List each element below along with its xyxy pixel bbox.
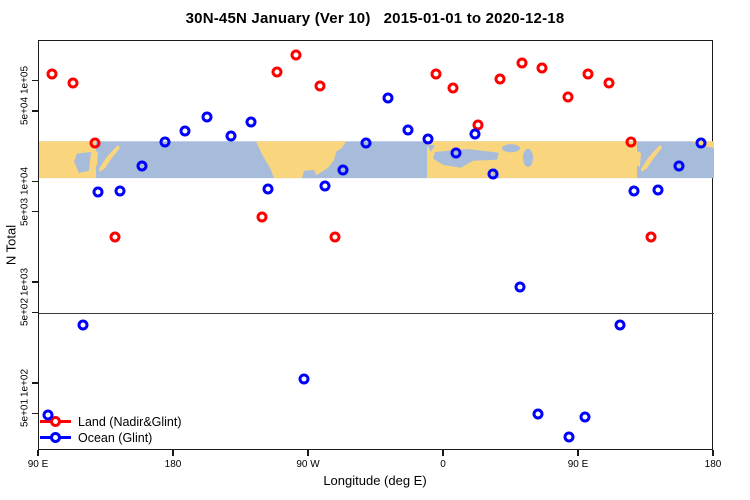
ocean-legend-symbol-icon bbox=[40, 432, 71, 443]
data-point-ocean bbox=[92, 186, 104, 198]
y-tick-mark bbox=[32, 412, 38, 414]
data-point-ocean bbox=[382, 92, 394, 104]
data-point-ocean bbox=[319, 180, 331, 192]
y-tick-label: 1e+05 bbox=[19, 66, 31, 95]
x-tick-mark bbox=[442, 450, 444, 456]
legend-label-land: Land (Nadir&Glint) bbox=[78, 414, 182, 429]
data-point-ocean bbox=[77, 319, 89, 331]
y-tick-mark bbox=[32, 180, 38, 183]
x-tick-mark bbox=[712, 450, 714, 456]
plot-area: Land (Nadir&Glint) Ocean (Glint) bbox=[38, 40, 714, 450]
data-point-land bbox=[314, 80, 326, 92]
x-tick-mark bbox=[577, 450, 579, 456]
data-point-land bbox=[494, 73, 506, 85]
y-tick-label: 1e+02 bbox=[19, 368, 31, 397]
data-point-land bbox=[271, 66, 283, 78]
data-point-land bbox=[562, 91, 574, 103]
x-tick-label: 90 E bbox=[567, 459, 589, 470]
y-tick-label: 5e+01 bbox=[19, 399, 31, 428]
data-point-ocean bbox=[673, 160, 685, 172]
data-point-ocean bbox=[450, 147, 462, 159]
y-tick-label: 5e+03 bbox=[19, 197, 31, 226]
y-tick-mark bbox=[32, 382, 38, 384]
data-point-ocean bbox=[628, 185, 640, 197]
legend: Land (Nadir&Glint) Ocean (Glint) bbox=[40, 414, 182, 445]
data-point-ocean bbox=[360, 137, 372, 149]
data-point-ocean bbox=[201, 111, 213, 123]
data-point-land bbox=[256, 211, 268, 223]
data-point-ocean bbox=[159, 136, 171, 148]
data-point-land bbox=[603, 77, 615, 89]
data-point-ocean bbox=[532, 408, 544, 420]
data-point-ocean bbox=[469, 128, 481, 140]
x-tick-label: 0 bbox=[440, 459, 446, 470]
world-map-band bbox=[39, 141, 714, 179]
data-point-ocean bbox=[614, 319, 626, 331]
chart-title: 30N-45N January (Ver 10) 2015-01-01 to 2… bbox=[185, 10, 565, 27]
data-point-land bbox=[109, 231, 121, 243]
x-tick-mark bbox=[37, 450, 39, 456]
data-point-ocean bbox=[262, 183, 274, 195]
data-point-ocean bbox=[487, 168, 499, 180]
data-point-ocean bbox=[695, 137, 707, 149]
data-point-land bbox=[516, 57, 528, 69]
data-point-land bbox=[447, 82, 459, 94]
data-point-ocean bbox=[422, 133, 434, 145]
y-axis-label: N Total bbox=[3, 224, 19, 266]
land-legend-symbol-icon bbox=[40, 416, 71, 427]
x-tick-label: 90 W bbox=[296, 459, 320, 470]
data-point-land bbox=[536, 62, 548, 74]
data-point-land bbox=[67, 77, 79, 89]
data-point-ocean bbox=[337, 164, 349, 176]
data-point-land bbox=[582, 68, 594, 80]
data-point-land bbox=[46, 68, 58, 80]
x-tick-label: 180 bbox=[704, 459, 722, 470]
y-tick-label: 5e+02 bbox=[19, 298, 31, 327]
y-tick-mark bbox=[32, 110, 38, 112]
data-point-ocean bbox=[652, 184, 664, 196]
data-point-land bbox=[430, 68, 442, 80]
data-point-ocean bbox=[402, 124, 414, 136]
x-axis-label: Longitude (deg E) bbox=[323, 473, 427, 488]
y-tick-mark bbox=[32, 210, 38, 213]
data-point-ocean bbox=[298, 373, 310, 385]
data-point-ocean bbox=[245, 116, 257, 128]
data-point-land bbox=[645, 231, 657, 243]
data-point-ocean bbox=[514, 281, 526, 293]
y-tick-mark bbox=[32, 79, 38, 82]
data-point-land bbox=[290, 49, 302, 61]
y-tick-mark bbox=[32, 311, 38, 314]
reference-line bbox=[39, 312, 714, 315]
data-point-ocean bbox=[136, 160, 148, 172]
y-tick-mark bbox=[32, 281, 38, 283]
data-point-ocean bbox=[579, 411, 591, 423]
data-point-ocean bbox=[114, 185, 126, 197]
y-tick-label: 1e+03 bbox=[19, 268, 31, 297]
data-point-ocean bbox=[225, 130, 237, 142]
y-tick-label: 5e+04 bbox=[19, 96, 31, 125]
data-point-land bbox=[329, 231, 341, 243]
legend-entry-land: Land (Nadir&Glint) bbox=[40, 414, 182, 429]
data-point-land bbox=[625, 136, 637, 148]
data-point-ocean bbox=[563, 431, 575, 443]
data-point-ocean bbox=[179, 125, 191, 137]
x-tick-mark bbox=[307, 450, 309, 456]
data-point-land bbox=[89, 137, 101, 149]
legend-entry-ocean: Ocean (Glint) bbox=[40, 430, 182, 445]
legend-label-ocean: Ocean (Glint) bbox=[78, 430, 153, 445]
data-point-ocean bbox=[42, 409, 54, 421]
x-tick-label: 180 bbox=[164, 459, 182, 470]
y-tick-label: 1e+04 bbox=[19, 167, 31, 196]
x-tick-mark bbox=[172, 450, 174, 456]
x-tick-label: 90 E bbox=[27, 459, 49, 470]
